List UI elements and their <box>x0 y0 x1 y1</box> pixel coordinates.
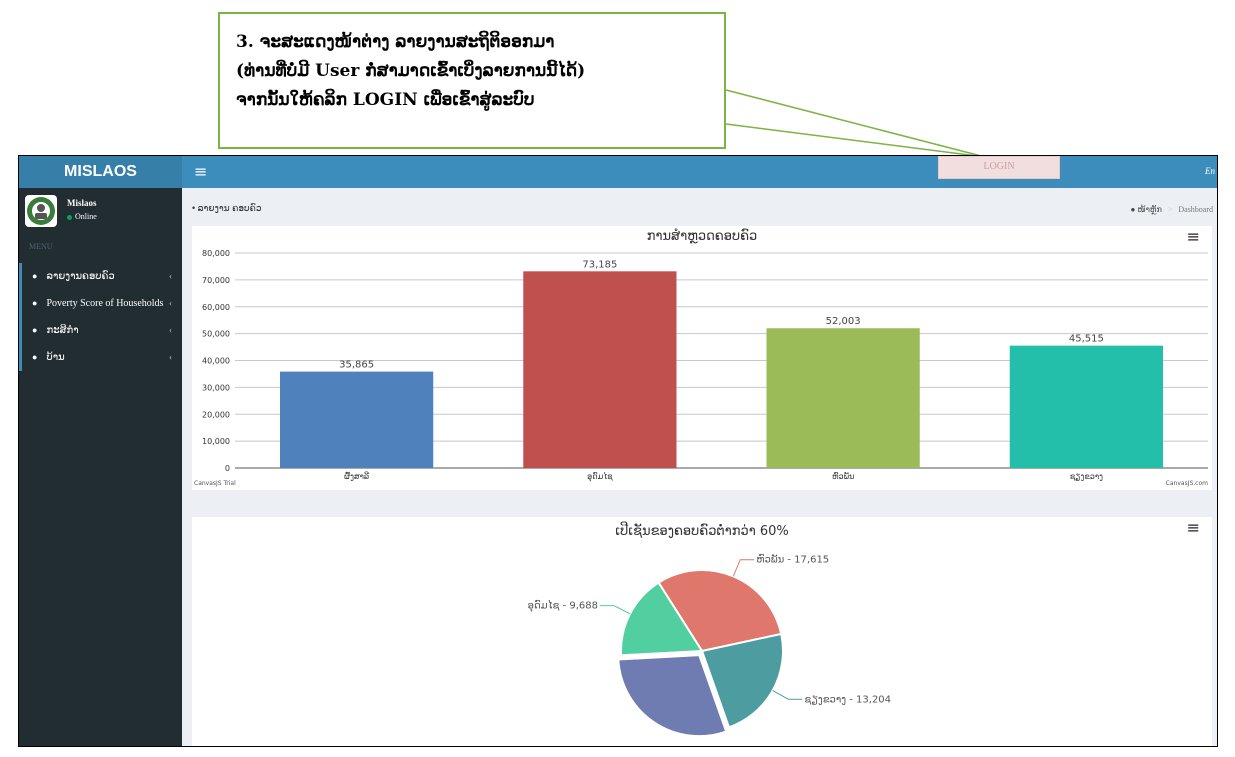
y-tick-label: 50,000 <box>202 330 230 339</box>
app-window: MISLAOS ≡ LOGIN En Mislaos Online <box>18 155 1218 747</box>
sidebar-item-label: ລາຍງານຄອບຄົວ <box>46 271 115 282</box>
dashboard-icon: ● <box>1130 205 1136 214</box>
x-tick-label: ຫົວພັນ <box>832 471 854 481</box>
app-logo[interactable]: MISLAOS <box>19 156 182 188</box>
breadcrumb-trail: ● ໜ້າຫຼັກ > Dashboard <box>1131 205 1213 214</box>
pie-slice <box>617 654 728 738</box>
sidebar-item-village[interactable]: ● ບ້ານ ‹ <box>22 344 182 371</box>
sidebar-item-poverty-score[interactable]: ● Poverty Score of Households ‹ <box>22 290 182 317</box>
sidebar-item-agriculture[interactable]: ● ກະສິກຳ ‹ <box>22 317 182 344</box>
chevron-left-icon: ‹ <box>169 298 172 308</box>
bar-value-label: 73,185 <box>582 259 617 270</box>
callout-line-2: (ທ່ານທີ່ບໍ່ມີ User ກໍ່ສາມາດເຂົ້າເບິ່ງລາຍ… <box>236 61 586 81</box>
bar-chart-panel: ≡ ການສຳຫຼວດຄອບຄົວ 0 10,000 20,000 30,000 40,0… <box>192 226 1212 490</box>
y-tick-label: 10,000 <box>202 437 230 446</box>
sidebar-item-label: ບ້ານ <box>46 352 65 363</box>
user-status-label: Online <box>75 212 97 221</box>
instruction-callout: 3. ຈະສະແດງໜ້າຕ່າງ ລາຍງານສະຖິຕິອອກມາ (ທ່າ… <box>218 12 726 149</box>
pie-slice-label: ອຸດົມໄຊ - 9,688 <box>528 599 598 613</box>
y-tick-label: 80,000 <box>202 249 230 258</box>
hamburger-icon[interactable]: ≡ <box>1186 227 1200 246</box>
bar <box>1009 345 1163 468</box>
online-status-icon <box>67 214 72 220</box>
bar-value-label: 52,003 <box>826 316 861 327</box>
breadcrumb: • ລາຍງານ ຄອບຄົວ ● ໜ້າຫຼັກ > Dashboard <box>182 188 1217 228</box>
bar <box>523 271 677 468</box>
chevron-left-icon: ‹ <box>169 352 172 362</box>
x-tick-label: ຊຽງຂວາງ <box>1070 472 1103 482</box>
x-tick-label: ຜົ້ງສາລີ <box>344 471 369 481</box>
login-button[interactable]: LOGIN <box>938 156 1060 179</box>
bar-value-label: 45,515 <box>1069 334 1104 345</box>
sidebar: Mislaos Online MENU ● ລາຍງານຄອບຄົວ ‹ ● P… <box>19 188 182 746</box>
chart-title: ເປີເຊັນຂອງຄອບຄົວຕ່ຳກວ່າ 60% <box>615 521 789 539</box>
user-status: Online <box>67 212 97 221</box>
dashboard-icon: ● <box>32 271 38 281</box>
user-panel: Mislaos Online <box>19 188 182 233</box>
chevron-left-icon: ‹ <box>169 271 172 281</box>
bar <box>766 328 920 468</box>
y-tick-label: 60,000 <box>202 303 230 312</box>
bar-chart: ການສຳຫຼວດຄອບຄົວ 0 10,000 20,000 30,000 40,000… <box>194 229 1208 487</box>
y-tick-label: 40,000 <box>202 357 230 366</box>
menu-header: MENU <box>29 242 53 251</box>
chart-credit-left: CanvasJS Trial <box>194 480 236 487</box>
y-tick-label: 70,000 <box>202 276 230 285</box>
pie-slice <box>620 581 704 657</box>
chart-credit-right: CanvasJS.com <box>1166 480 1208 487</box>
sidebar-item-label: ກະສິກຳ <box>46 325 79 336</box>
callout-line-3: ຈາກນັ້ນໃຫ້ຄລິກ LOGIN ເພື່ອເຂົ້າສູ່ລະບົບ <box>236 90 535 110</box>
user-name: Mislaos <box>67 198 97 208</box>
pie-chart: ເປີເຊັນຂອງຄອບຄົວຕ່ຳກວ່າ 60% ຫົວພັນ - 17,6… <box>528 521 891 738</box>
bar-value-label: 35,865 <box>339 360 374 371</box>
language-switch[interactable]: En <box>1205 166 1215 176</box>
pie-slice-label: ຫົວພັນ - 17,615 <box>756 553 829 566</box>
breadcrumb-home[interactable]: ໜ້າຫຼັກ <box>1137 205 1162 214</box>
hamburger-icon[interactable]: ≡ <box>194 162 208 181</box>
chart-title: ການສຳຫຼວດຄອບຄົວ <box>647 229 757 244</box>
callout-line-1: 3. ຈະສະແດງໜ້າຕ່າງ ລາຍງານສະຖິຕິອອກມາ <box>236 32 555 52</box>
chevron-left-icon: ‹ <box>169 325 172 335</box>
dashboard-icon: ● <box>32 325 38 335</box>
y-tick-label: 0 <box>225 464 230 473</box>
sidebar-item-family-report[interactable]: ● ລາຍງານຄອບຄົວ ‹ <box>22 263 182 290</box>
bar <box>280 371 434 468</box>
pie-slice-label: ຊຽງຂວາງ - 13,204 <box>804 694 891 705</box>
dashboard-icon: ● <box>32 352 38 362</box>
dashboard-icon: ● <box>32 298 38 308</box>
pie-chart-panel: ≡ ເປີເຊັນຂອງຄອບຄົວຕ່ຳກວ່າ 60% ຫົວພັນ - 17… <box>192 517 1212 746</box>
pie-leader-line <box>732 559 755 577</box>
y-tick-label: 30,000 <box>202 383 230 392</box>
x-tick-label: ອຸດົມໄຊ <box>587 470 613 483</box>
pie-leader-line <box>772 690 803 700</box>
breadcrumb-separator: > <box>1167 205 1173 214</box>
hamburger-icon[interactable]: ≡ <box>1186 518 1200 537</box>
top-navbar: ≡ LOGIN En <box>182 156 1217 188</box>
sidebar-menu: ● ລາຍງານຄອບຄົວ ‹ ● Poverty Score of Hous… <box>19 263 182 371</box>
breadcrumb-current: Dashboard <box>1178 205 1213 214</box>
page-title-text: ລາຍງານ ຄອບຄົວ <box>197 203 262 213</box>
pie-slice <box>700 632 784 729</box>
y-tick-label: 20,000 <box>202 410 230 419</box>
page-title: • ລາຍງານ ຄອບຄົວ <box>192 203 262 213</box>
sidebar-item-label: Poverty Score of Households <box>46 298 164 309</box>
pie-leader-line <box>600 605 631 615</box>
avatar <box>25 195 57 227</box>
